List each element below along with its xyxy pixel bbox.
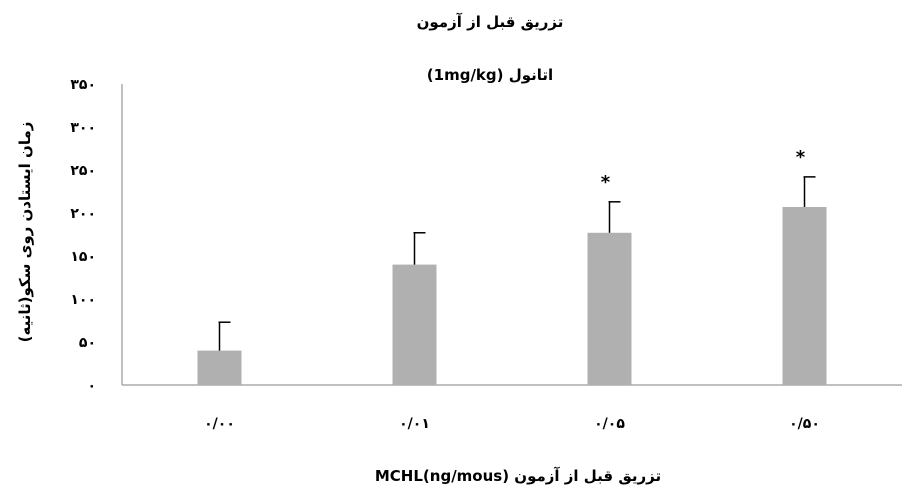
chart-title: تزریق قبل از آزمون [417, 13, 564, 31]
y-tick-label: ۰ [87, 378, 96, 394]
bar [392, 264, 437, 385]
x-tick-label: ۰/۰۰ [204, 416, 235, 432]
significance-marker: * [796, 147, 806, 168]
chart-subtitle: (1mg/kg) اتانول [427, 66, 553, 84]
significance-marker: * [601, 172, 611, 193]
x-tick-label: ۰/۰۵ [594, 416, 625, 432]
y-tick-label: ۲۰۰ [70, 206, 96, 222]
x-tick-label: ۰/۵۰ [789, 416, 820, 432]
bar [782, 206, 827, 385]
y-tick-label: ۱۰۰ [70, 292, 96, 308]
y-tick-label: ۳۰۰ [70, 120, 96, 136]
bar [587, 232, 632, 385]
y-tick-label: ۵۰ [79, 335, 96, 351]
bar [197, 350, 242, 385]
y-tick-label: ۳۵۰ [70, 77, 96, 93]
y-tick-label: ۱۵۰ [70, 249, 96, 265]
y-axis-label: زمان ایستادن روی سکو(ثانیه) [16, 122, 34, 343]
bars-group: ** [197, 147, 827, 385]
y-axis-ticks: ۰ ۵۰ ۱۰۰ ۱۵۰ ۲۰۰ ۲۵۰ ۳۰۰ ۳۵۰ [70, 77, 96, 394]
x-axis-label: MCHL(ng/mous) تزریق قبل از آزمون [375, 467, 661, 485]
x-axis-ticks: ۰/۰۰ ۰/۰۱ ۰/۰۵ ۰/۵۰ [204, 416, 820, 432]
x-tick-label: ۰/۰۱ [399, 416, 430, 432]
y-tick-label: ۲۵۰ [70, 163, 96, 179]
